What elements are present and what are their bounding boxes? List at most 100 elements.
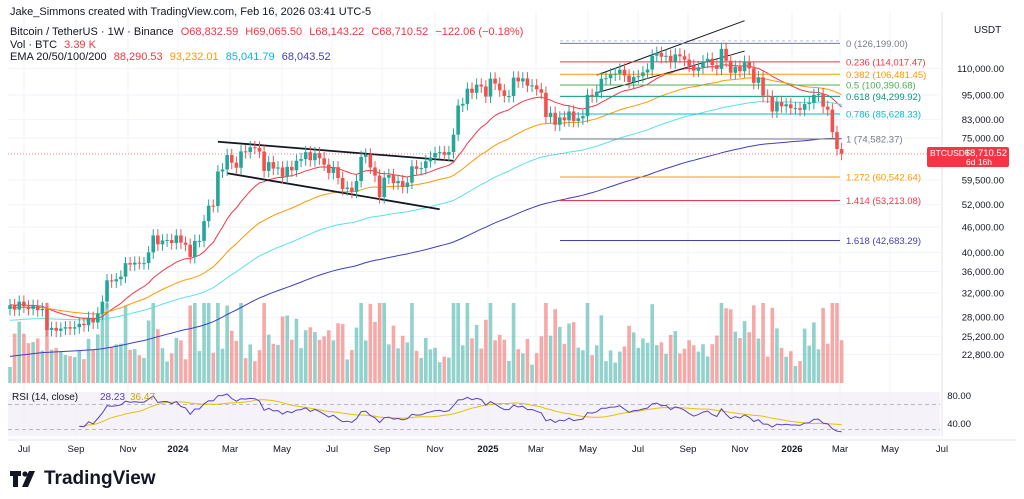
candle <box>193 240 197 257</box>
candle <box>770 96 775 112</box>
volume-bar <box>22 333 26 383</box>
volume-bar <box>100 307 105 383</box>
time-tick: Mar <box>222 444 238 455</box>
candle <box>290 166 294 171</box>
price-axis-title: USDT <box>974 25 1001 36</box>
volume-bar <box>627 325 631 383</box>
volume-bar <box>687 340 691 383</box>
trend-lines <box>217 20 745 211</box>
symbol-title: Bitcoin / TetherUS · 1W · Binance <box>10 26 174 38</box>
candle <box>530 85 534 87</box>
volume-bar <box>812 322 816 383</box>
candle <box>123 263 128 277</box>
candle <box>793 108 798 110</box>
candle <box>696 67 701 71</box>
candles <box>8 42 844 338</box>
volume-bar <box>821 307 825 383</box>
candle <box>470 88 474 93</box>
candle <box>160 240 165 245</box>
candle <box>678 54 682 57</box>
price-axis[interactable]: USDT 110,000.00 95,000.00 83,000.00 75,000.0… <box>927 12 1009 436</box>
volume-bar <box>119 343 123 383</box>
volume-bar <box>775 328 779 383</box>
candle <box>340 178 345 189</box>
volume-bar <box>248 344 253 383</box>
volume-bar <box>294 318 299 383</box>
volume-bar <box>188 305 192 383</box>
volume-bar <box>460 345 465 383</box>
candle <box>664 55 668 57</box>
volume-bar <box>257 350 262 383</box>
rsi-tick: 40.00 <box>947 419 971 430</box>
volume-bar <box>802 328 807 383</box>
time-tick: Mar <box>832 444 848 455</box>
candle <box>72 327 77 329</box>
candle <box>488 78 493 97</box>
time-tick: Sep <box>374 444 391 455</box>
volume-bar <box>368 303 373 383</box>
volume-bar <box>442 356 447 383</box>
candle <box>262 151 266 171</box>
candle <box>59 328 63 331</box>
volume-bar <box>400 335 405 383</box>
volume-bar <box>752 305 756 383</box>
volume-bar <box>40 350 45 383</box>
candle <box>567 111 571 121</box>
fib-label: 0 (126,199.00) <box>846 39 908 50</box>
candle <box>451 134 456 153</box>
volume-bar <box>659 342 664 383</box>
volume-bar <box>571 322 576 383</box>
volume-bar <box>807 345 812 383</box>
candle <box>239 151 243 168</box>
volume-bar <box>280 316 285 383</box>
candle <box>303 152 308 160</box>
ohlc-low: L68,143.22 <box>309 26 365 38</box>
volume-bar <box>313 332 317 383</box>
volume-bar <box>12 333 17 383</box>
price-tick: 75,000.00 <box>962 134 1004 145</box>
volume-bar <box>382 303 387 383</box>
volume-bar <box>391 325 396 383</box>
volume-bar <box>604 361 608 383</box>
candle <box>645 69 650 73</box>
candle <box>299 159 303 161</box>
volume-bar <box>410 303 414 383</box>
volume-bar <box>77 350 82 383</box>
candle <box>317 153 322 159</box>
candle <box>105 280 109 302</box>
candle <box>788 104 793 109</box>
volume-bar <box>451 303 456 383</box>
time-tick: Nov <box>120 444 137 455</box>
candle <box>132 262 137 265</box>
candle <box>715 65 719 69</box>
candle <box>474 84 479 93</box>
volume-bar <box>521 353 525 383</box>
candle <box>442 152 447 155</box>
volume-bar <box>109 347 114 383</box>
candle <box>400 181 405 187</box>
volume-bar <box>262 303 266 383</box>
candle <box>377 175 382 198</box>
volume-bar <box>493 340 497 383</box>
volume-bar <box>465 303 470 383</box>
candle <box>137 262 142 264</box>
price-tick: 40,000.00 <box>962 248 1004 259</box>
volume-bar <box>359 303 363 383</box>
volume-bar <box>793 366 798 383</box>
candle <box>109 280 114 282</box>
candle <box>243 151 248 153</box>
volume-bar <box>594 345 599 383</box>
candle <box>363 154 368 157</box>
fibonacci-retracement[interactable]: 0 (126,199.00) 0.236 (114,017.47) 0.382 (1… <box>8 39 940 247</box>
candle <box>354 181 359 192</box>
volume-bar <box>733 331 738 383</box>
candle <box>95 313 100 323</box>
volume-bar <box>488 303 493 383</box>
volume-bar <box>326 330 331 383</box>
volume-bar <box>414 350 419 383</box>
volume-bar <box>211 352 216 383</box>
fib-label: 1 (74,582.37) <box>846 135 903 146</box>
time-axis[interactable]: Jul Sep Nov 2024 Mar May Jul Sep Nov 2025 Mar May Ju… <box>8 439 1016 455</box>
volume-bar <box>137 355 142 383</box>
